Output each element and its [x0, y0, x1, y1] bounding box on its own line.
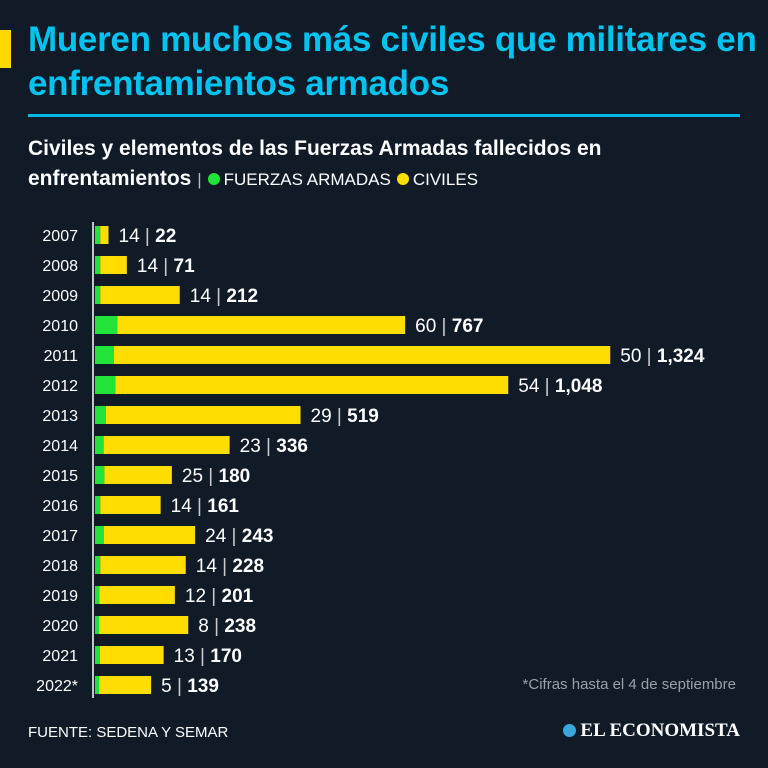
bar-civiles [99, 586, 175, 604]
bar-fuerzas [95, 646, 100, 664]
bar-fuerzas [95, 586, 100, 604]
bar-civiles [104, 526, 196, 544]
year-label: 2014 [42, 438, 78, 455]
bar-fuerzas [95, 616, 99, 634]
page-title: Mueren muchos más civiles que militares … [28, 20, 757, 103]
year-label: 2008 [42, 258, 78, 275]
bar-civiles [115, 376, 509, 394]
bar-fuerzas [95, 286, 101, 304]
bar-civiles [103, 436, 230, 454]
bar-civiles [117, 316, 406, 334]
bar-civiles [104, 466, 172, 484]
value-label: 54 | 1,048 [518, 376, 602, 397]
bar-fuerzas [95, 256, 101, 274]
bar-civiles [100, 286, 180, 304]
year-label: 2022* [36, 678, 78, 695]
bar-fuerzas [95, 466, 105, 484]
bar-civiles [100, 256, 127, 274]
value-label: 60 | 767 [415, 316, 483, 337]
bar-fuerzas [95, 436, 104, 454]
value-label: 50 | 1,324 [620, 346, 705, 367]
value-label: 14 | 71 [137, 256, 195, 277]
legend-fuerzas: FUERZAS ARMADAS [223, 170, 391, 189]
bar-fuerzas [95, 316, 118, 334]
logo: EL ECONOMISTA [563, 720, 740, 742]
bar-fuerzas [95, 346, 114, 364]
legend-civiles: CIVILES [412, 170, 479, 189]
legend: | FUERZAS ARMADAS CIVILES [197, 170, 479, 189]
bar-civiles [105, 406, 301, 424]
bar-fuerzas [95, 676, 99, 694]
year-label: 2009 [42, 288, 78, 305]
value-label: 13 | 170 [174, 646, 242, 667]
year-label: 2020 [42, 618, 78, 635]
year-label: 2015 [42, 468, 78, 485]
value-label: 14 | 212 [190, 286, 258, 307]
value-label: 23 | 336 [240, 436, 308, 457]
bar-civiles [113, 346, 611, 364]
source: FUENTE: SEDENA Y SEMAR [28, 724, 229, 741]
value-label: 29 | 519 [311, 406, 379, 427]
chart-subtitle: Civiles y elementos de las Fuerzas Armad… [28, 134, 748, 195]
value-label: 14 | 228 [196, 556, 264, 577]
year-label: 2012 [42, 378, 78, 395]
bar-civiles [100, 496, 161, 514]
legend-swatch-civiles [396, 173, 409, 186]
value-label: 5 | 139 [161, 676, 219, 697]
year-label: 2017 [42, 528, 78, 545]
bar-civiles [100, 226, 109, 244]
year-label: 2013 [42, 408, 78, 425]
bar-fuerzas [95, 376, 116, 394]
bar-fuerzas [95, 496, 101, 514]
subtitle-text: Civiles y elementos de las Fuerzas Armad… [28, 137, 602, 190]
globe-icon [563, 724, 577, 737]
title-divider [28, 114, 740, 117]
bar-civiles [100, 556, 186, 574]
bar-civiles [99, 676, 152, 694]
year-label: 2016 [42, 498, 78, 515]
bar-fuerzas [95, 556, 101, 574]
year-label: 2019 [42, 588, 78, 605]
year-label: 2007 [42, 228, 78, 245]
value-label: 24 | 243 [205, 526, 273, 547]
bar-fuerzas [95, 526, 104, 544]
value-label: 14 | 161 [171, 496, 240, 517]
value-label: 25 | 180 [182, 466, 250, 487]
legend-swatch-fuerzas [207, 173, 220, 186]
bar-fuerzas [95, 406, 106, 424]
year-label: 2018 [42, 558, 78, 575]
bar-fuerzas [95, 226, 101, 244]
year-label: 2021 [42, 648, 78, 665]
value-label: 12 | 201 [185, 586, 254, 607]
title-accent [0, 30, 11, 68]
bar-civiles [99, 646, 164, 664]
footnote: *Cifras hasta el 4 de septiembre [522, 676, 736, 693]
year-label: 2011 [44, 348, 79, 365]
year-label: 2010 [42, 318, 78, 335]
value-label: 8 | 238 [198, 616, 256, 637]
logo-text: EL ECONOMISTA [580, 720, 740, 741]
value-label: 14 | 22 [119, 226, 177, 247]
bar-civiles [99, 616, 189, 634]
